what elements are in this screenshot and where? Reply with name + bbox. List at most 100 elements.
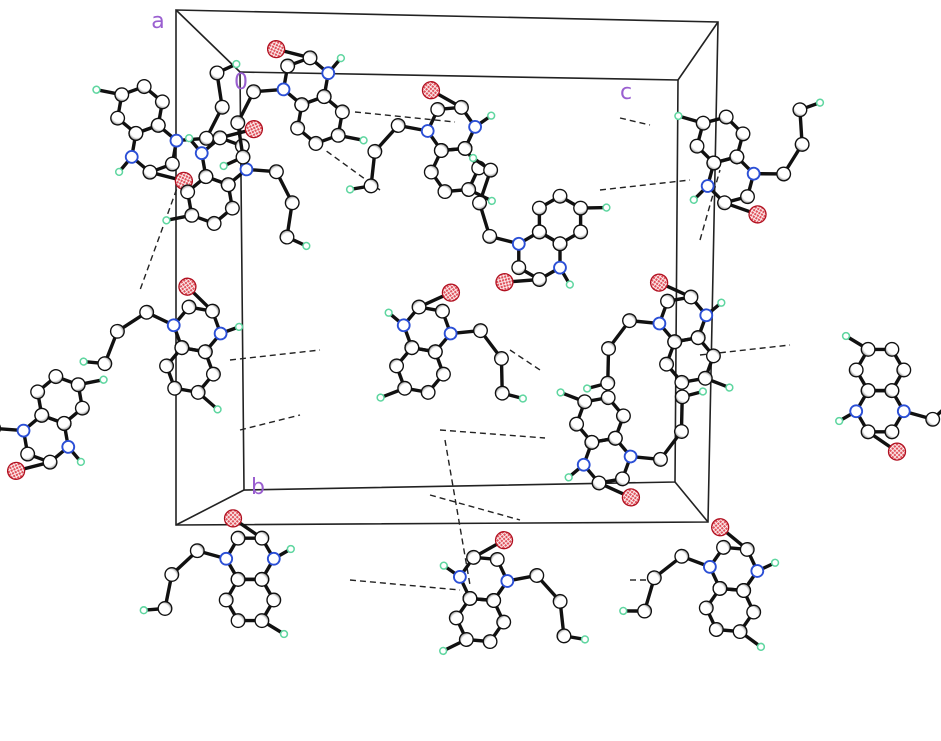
hydrogen-atom [162, 216, 171, 225]
axis-label-a: a [151, 9, 164, 34]
oxygen-atom [441, 283, 461, 303]
hydrogen-bond [350, 580, 460, 590]
carbon-atom [255, 614, 269, 628]
hydrogen-atom [725, 384, 733, 392]
carbon-atom [615, 471, 631, 487]
hydrogen-atom [281, 631, 288, 638]
carbon-atom [219, 593, 233, 607]
carbon-atom [167, 380, 183, 396]
carbon-atom [97, 356, 113, 372]
hydrogen-atom [843, 333, 850, 340]
molecule [370, 274, 544, 426]
carbon-atom [165, 568, 179, 582]
nitrogen-atom [653, 317, 667, 331]
origin-label: 0 [234, 70, 248, 95]
carbon-atom [746, 605, 761, 620]
axis-label-b: b [251, 475, 265, 500]
nitrogen-atom [699, 308, 713, 322]
bond [0, 397, 2, 428]
nitrogen-atom [397, 318, 411, 332]
carbon-atom [660, 293, 676, 309]
carbon-atom [739, 188, 756, 205]
oxygen-atom [243, 118, 265, 140]
carbon-atom [509, 258, 528, 277]
oxygen-atom [711, 518, 729, 536]
molecule [433, 526, 597, 666]
carbon-atom [255, 531, 269, 545]
carbon-atom [674, 389, 690, 405]
carbon-atom [530, 199, 549, 218]
nitrogen-atom [552, 259, 568, 275]
molecule [156, 100, 344, 272]
carbon-atom [458, 141, 473, 156]
carbon-atom [716, 540, 731, 555]
hydrogen-atom [717, 299, 725, 307]
carbon-atom [19, 445, 36, 462]
carbon-atom [164, 155, 181, 172]
hydrogen-atom [440, 562, 447, 569]
carbon-atom [637, 604, 652, 619]
carbon-atom [794, 136, 811, 153]
hydrogen-atom [92, 85, 101, 94]
carbon-atom [792, 101, 809, 118]
hydrogen-atom [359, 136, 368, 145]
carbon-atom [438, 184, 453, 199]
nitrogen-atom [898, 405, 910, 417]
hydrogen-atom [565, 473, 573, 481]
hydrogen-atom [836, 418, 843, 425]
nitrogen-atom [501, 575, 514, 588]
carbon-atom [454, 100, 469, 115]
hydrogen-atom [214, 405, 222, 413]
carbon-atom [861, 384, 875, 398]
hydrogen-atom [377, 394, 385, 402]
carbon-atom [861, 343, 875, 357]
molecule [140, 510, 294, 638]
molecule [76, 262, 250, 414]
nitrogen-atom [268, 553, 280, 565]
carbon-atom [183, 207, 200, 224]
carbon-atom [391, 118, 406, 133]
oxygen-atom [493, 271, 516, 294]
carbon-atom [268, 163, 285, 180]
hydrogen-atom [581, 636, 588, 643]
molecule [618, 511, 782, 651]
oxygen-atom [265, 38, 287, 60]
carbon-atom [113, 86, 130, 103]
carbon-atom [424, 165, 439, 180]
nitrogen-atom [167, 318, 181, 332]
molecule [668, 75, 850, 238]
carbon-atom [647, 570, 662, 585]
oxygen-atom [889, 443, 906, 460]
nitrogen-atom [703, 560, 716, 573]
carbon-atom [486, 593, 501, 608]
hydrogen-atom [620, 607, 627, 614]
nitrogen-atom [469, 120, 482, 133]
carbon-atom [674, 549, 689, 564]
carbon-atom [449, 611, 464, 626]
hydrogen-atom [690, 196, 698, 204]
nitrogen-atom [220, 553, 232, 565]
carbon-atom [283, 194, 300, 211]
carbon-atom [885, 343, 899, 357]
carbon-atom [330, 127, 347, 144]
molecule [566, 264, 740, 416]
molecule [550, 364, 724, 516]
oxygen-atom [495, 531, 513, 549]
carbon-atom [695, 115, 712, 132]
carbon-atom [278, 228, 295, 245]
molecules [0, 20, 941, 667]
carbon-atom [70, 376, 87, 393]
hydrogen-atom [519, 395, 527, 403]
carbon-atom [490, 552, 505, 567]
hydrogen-atom [385, 309, 393, 317]
carbon-atom [158, 602, 172, 616]
oxygen-atom [225, 510, 242, 527]
nitrogen-atom [214, 327, 228, 341]
oxygen-atom [747, 204, 768, 225]
hydrogen-atom [771, 559, 778, 566]
carbon-atom [709, 622, 724, 637]
carbon-atom [861, 425, 875, 439]
carbon-atom [364, 179, 379, 194]
nitrogen-atom [444, 327, 458, 341]
hydrogen-atom [557, 388, 565, 396]
